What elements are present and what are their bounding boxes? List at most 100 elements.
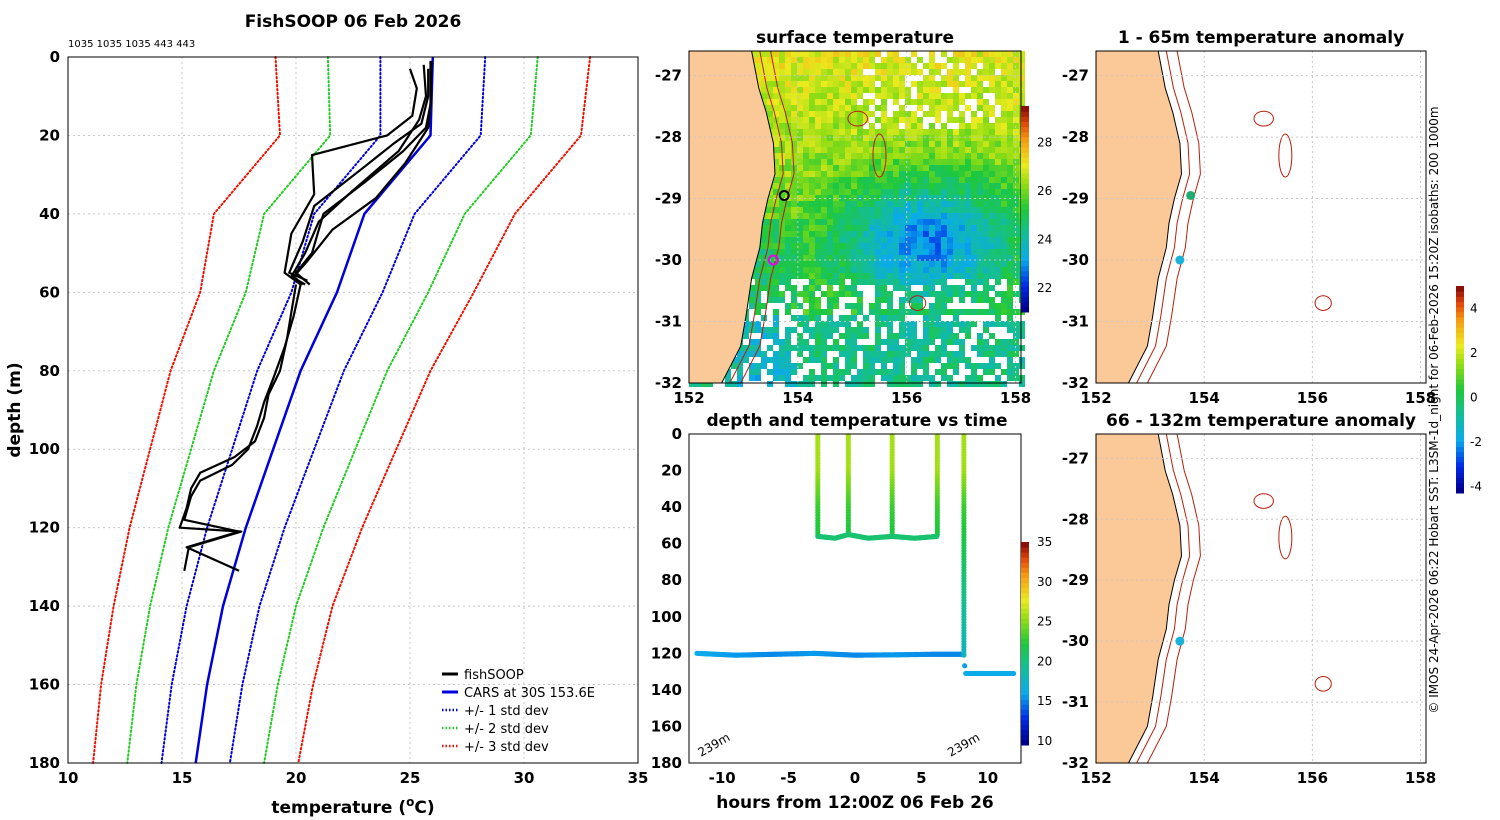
- sst-cell: [959, 51, 965, 57]
- sst-cell: [755, 351, 761, 357]
- sst-cell: [977, 153, 983, 159]
- sst-cell: [839, 255, 845, 261]
- sst-cell: [803, 183, 809, 189]
- sst-cell: [791, 255, 797, 261]
- sst-cell: [971, 219, 977, 225]
- sst-cell: [977, 165, 983, 171]
- sst-cell: [929, 147, 935, 153]
- sst-cell: [791, 135, 797, 141]
- sst-cell: [773, 285, 779, 291]
- sst-cell: [827, 213, 833, 219]
- sst-cell: [869, 63, 875, 69]
- sst-cell: [869, 195, 875, 201]
- sst-cell: [995, 243, 1001, 249]
- colorbar-segment: [1021, 275, 1029, 282]
- map-y-tick: -31: [1062, 693, 1089, 711]
- sst-cell: [911, 381, 917, 387]
- sst-cell: [851, 207, 857, 213]
- sst-cell: [971, 363, 977, 369]
- sst-cell: [893, 141, 899, 147]
- sst-cell: [851, 267, 857, 273]
- sst-cell: [827, 165, 833, 171]
- sst-cell: [761, 333, 767, 339]
- sst-cell: [1007, 375, 1013, 381]
- sst-cell: [851, 117, 857, 123]
- sst-cell: [767, 87, 773, 93]
- sst-cell: [809, 207, 815, 213]
- sst-cell: [1007, 219, 1013, 225]
- sst-cell: [923, 309, 929, 315]
- sst-cell: [845, 111, 851, 117]
- sst-cell: [899, 63, 905, 69]
- sst-cell: [929, 123, 935, 129]
- sst-cell: [953, 135, 959, 141]
- sst-cell: [785, 141, 791, 147]
- sst-cell: [971, 165, 977, 171]
- sst-cell: [833, 159, 839, 165]
- sst-cell: [971, 231, 977, 237]
- sst-cell: [851, 147, 857, 153]
- sst-cell: [935, 297, 941, 303]
- colorbar-segment: [1021, 260, 1029, 267]
- sst-cell: [821, 327, 827, 333]
- sst-cell: [785, 177, 791, 183]
- sst-cell: [785, 51, 791, 57]
- sst-cell: [965, 171, 971, 177]
- sst-cell: [1001, 135, 1007, 141]
- sst-cell: [953, 81, 959, 87]
- sst-cell: [881, 117, 887, 123]
- sst-cell: [1007, 303, 1013, 309]
- sst-cell: [809, 267, 815, 273]
- sst-cell: [983, 273, 989, 279]
- sst-cell: [959, 357, 965, 363]
- sst-cell: [803, 381, 809, 387]
- map-x-tick: 156: [1297, 389, 1328, 407]
- sst-cell: [929, 381, 935, 387]
- sst-cell: [851, 51, 857, 57]
- sst-cell: [1019, 381, 1025, 387]
- dt-colorbar-segment: [1021, 602, 1029, 609]
- sst-cell: [803, 231, 809, 237]
- sst-cell: [809, 327, 815, 333]
- sst-cell: [851, 135, 857, 141]
- sst-cell: [989, 87, 995, 93]
- sst-cell: [773, 207, 779, 213]
- profile-y-tick: 40: [39, 205, 60, 223]
- sst-cell: [773, 129, 779, 135]
- sst-cell: [767, 297, 773, 303]
- sst-cell: [827, 99, 833, 105]
- sst-cell: [893, 135, 899, 141]
- sst-cell: [833, 363, 839, 369]
- sst-cell: [839, 213, 845, 219]
- sst-cell: [977, 243, 983, 249]
- sst-cell: [869, 183, 875, 189]
- sst-cell: [971, 153, 977, 159]
- sst-cell: [989, 321, 995, 327]
- sst-cell: [875, 303, 881, 309]
- sst-cell: [995, 177, 1001, 183]
- sst-cell: [827, 177, 833, 183]
- sst-cell: [983, 243, 989, 249]
- sst-cell: [899, 87, 905, 93]
- sst-cell: [785, 351, 791, 357]
- sst-cell: [809, 111, 815, 117]
- colorbar-segment: [1021, 147, 1029, 153]
- sst-cell: [833, 195, 839, 201]
- sst-cell: [1007, 279, 1013, 285]
- sst-cell: [923, 201, 929, 207]
- sst-cell: [869, 237, 875, 243]
- sst-cell: [839, 171, 845, 177]
- sst-cell: [851, 177, 857, 183]
- sst-cell: [767, 69, 773, 75]
- dt-colorbar-tick: 10: [1037, 734, 1052, 748]
- anomaly-colorbar-segment: [1456, 482, 1464, 489]
- sst-cell: [899, 363, 905, 369]
- sst-cell: [959, 165, 965, 171]
- sst-cell: [791, 57, 797, 63]
- sst-cell: [905, 117, 911, 123]
- sst-cell: [839, 315, 845, 321]
- sst-cell: [917, 171, 923, 177]
- sst-cell: [857, 291, 863, 297]
- sst-cell: [917, 129, 923, 135]
- sst-cell: [857, 111, 863, 117]
